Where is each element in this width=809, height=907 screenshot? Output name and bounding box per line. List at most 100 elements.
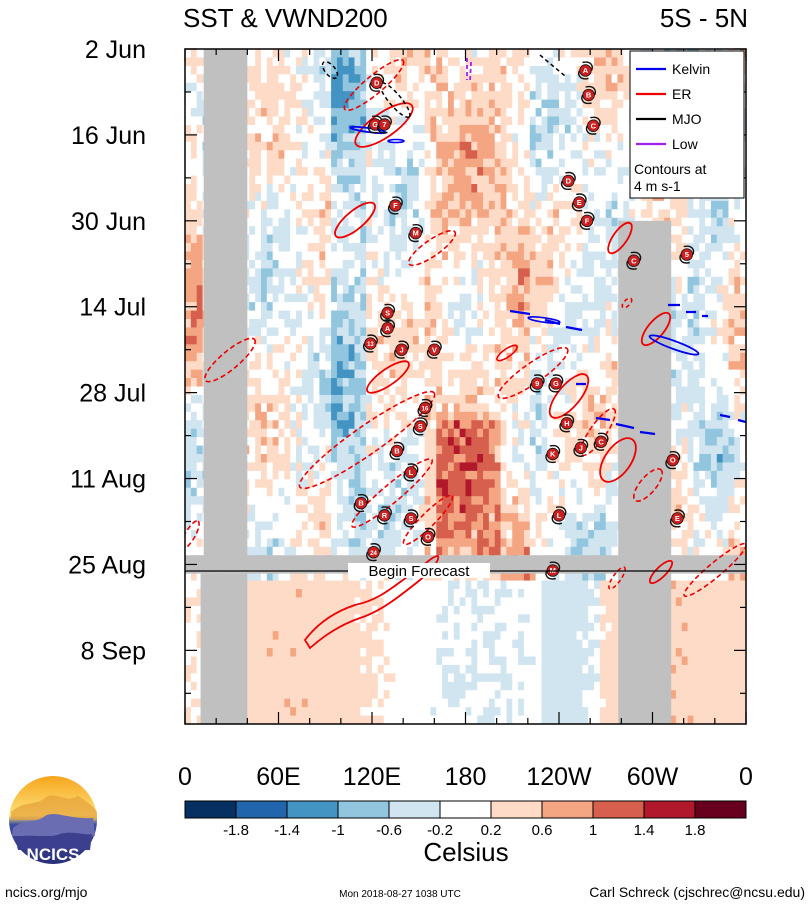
er-contour [334,201,376,239]
kelvin-contour [668,303,708,318]
kelvin-contour [527,316,561,324]
storm-label: B [358,499,364,508]
x-tick-label: 0 [739,763,753,791]
x-tick-label: 180 [445,763,487,791]
storm-label: E [675,514,680,523]
colorbar-swatch [490,800,543,819]
colorbar-swatch [541,800,594,819]
colorbar-tick-label: -1 [331,822,344,839]
colorbar-tick-label: 0.6 [532,822,553,839]
storm-marker: S [403,509,419,528]
land-mask [185,49,746,724]
y-tick-label: 11 Aug [70,466,146,494]
er-contour [599,437,637,483]
legend-note: Contours at [634,161,706,177]
storm-label: D [374,78,380,87]
land-mask-region [200,573,248,724]
er-contour [608,566,626,590]
colorbar-swatch [235,800,288,819]
storm-label: 16 [422,407,429,413]
storm-label: 24 [370,551,377,557]
storm-marker: C [585,116,601,135]
storm-marker: 13 [363,334,378,353]
storm-marker: 5 [679,245,695,264]
legend-label: MJO [672,111,702,127]
storm-label: L [409,468,414,477]
y-tick-label: 16 Jun [71,122,146,150]
storm-marker: K [545,444,561,464]
storm-marker: G [548,374,564,393]
er-contour [648,559,674,585]
colorbar-tick-label: 0.2 [481,822,502,839]
storm-marker: B [389,441,405,461]
storm-label: R [382,511,388,520]
storm-marker: E [571,193,587,212]
forecast-label: Begin Forecast [369,563,471,580]
y-tick-label: 14 Jul [79,294,146,322]
y-axis: 2 Jun 16 Jun 30 Jun 14 Jul 28 Jul 11 Aug 25 Au… [68,36,746,694]
er-contour [402,494,454,546]
colorbar-tick-label: -0.2 [427,822,453,839]
storm-marker: 24 [366,543,381,562]
ncics-logo: NCICS [9,776,97,864]
storm-label: A [583,66,589,75]
x-tick-label: 0 [178,763,192,791]
colorbar-tick-label: -1.8 [223,822,249,839]
colorbar-swatch [694,800,747,819]
storm-label: C [631,256,637,265]
legend-label: ER [672,86,691,102]
land-mask-region [203,49,248,565]
er-contour [303,555,440,650]
storm-label: J [579,443,583,452]
legend-label: Low [672,136,699,152]
land-mask-region [618,220,672,724]
er-contour [204,337,256,383]
er-contour [607,221,633,255]
er-contour [579,407,617,457]
logo-text: NCICS [27,845,80,864]
y-tick-label: 28 Jul [79,380,146,408]
storm-marker: R [377,506,392,525]
legend: Kelvin ER MJO Low Contours at4 m s-1 [629,50,745,199]
y-tick-label: 25 Aug [68,551,146,579]
storm-label: B [394,447,400,456]
storm-label: 7 [382,120,386,129]
mjo-contour [379,81,411,119]
y-tick-label: 2 Jun [85,36,146,64]
storm-label: O [425,532,431,541]
colorbar-tick-label: -0.6 [376,822,402,839]
er-contour [298,390,436,490]
storm-label: E [577,198,582,207]
er-contour [343,58,405,112]
storm-label: O [670,456,676,465]
y-tick-label: 30 Jun [71,208,146,236]
er-contour [407,229,457,267]
storm-label: C [591,121,597,130]
storm-marker: 16 [417,398,433,418]
er-contour [354,102,414,148]
colorbar: -1.8 -1.4 -1 -0.6 -0.2 0.2 0.6 1 1.4 1.8 [184,800,747,839]
storm-label: K [550,450,556,459]
tropical-cyclone-markers: ABCDG7DEFC5FMSA13JV9GH16SBJCKOLBRSLEO24M [353,61,695,580]
colorbar-swatch [388,800,441,819]
storm-marker: O [420,527,436,546]
kelvin-contour [576,382,746,436]
colorbar-swatch [286,800,339,819]
storm-label: H [564,419,569,428]
storm-marker: A [380,319,395,338]
storm-marker: E [670,509,685,528]
x-tick-label: 120W [526,763,592,791]
storm-label: F [393,201,398,210]
storm-marker: D [369,73,385,92]
storm-marker: L [551,506,567,525]
er-contour [548,373,590,419]
storm-label: G [372,120,378,129]
kelvin-contour [387,138,405,144]
er-contour [621,297,633,309]
storm-label: S [408,514,413,523]
storm-marker: D [560,171,576,191]
storm-label: D [566,177,572,186]
storm-marker: J [394,340,410,359]
footer-url[interactable]: ncics.org/mjo [5,884,88,900]
